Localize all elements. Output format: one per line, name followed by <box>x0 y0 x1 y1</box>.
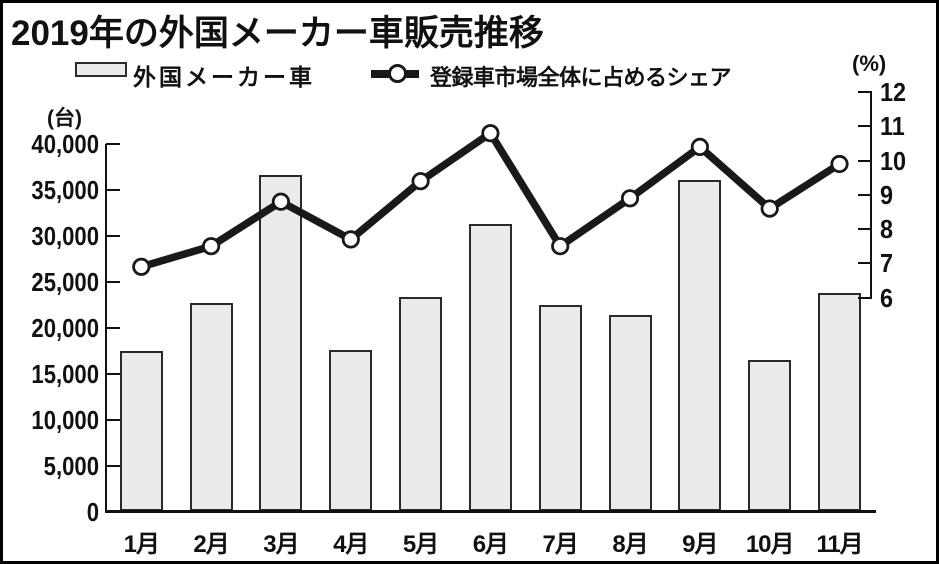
legend-line-marker-icon <box>388 64 407 83</box>
legend-bar-swatch <box>75 62 127 77</box>
right-axis-unit: (%) <box>852 51 887 76</box>
left-axis-tick <box>106 418 120 421</box>
data-point-marker-9月 <box>690 137 710 156</box>
bar-8月 <box>608 314 652 512</box>
x-axis-label-5月: 5月 <box>402 531 439 558</box>
left-axis-tick <box>106 234 120 237</box>
right-axis-tick <box>858 193 871 196</box>
left-axis-tick <box>106 142 120 145</box>
left-axis-line <box>104 143 107 513</box>
right-axis-tick <box>858 262 871 265</box>
right-axis-tick-label: 9 <box>880 179 894 210</box>
x-axis-label-4月: 4月 <box>333 531 369 558</box>
data-point-marker-7月 <box>551 237 570 256</box>
x-axis-label-11月: 11月 <box>816 531 863 558</box>
left-axis-tick-label: 5,000 <box>43 450 99 481</box>
right-axis-tick <box>858 159 871 162</box>
x-axis-label-7月: 7月 <box>542 531 579 558</box>
x-axis-label-10月: 10月 <box>745 531 795 558</box>
right-axis-tick-label: 10 <box>880 145 907 176</box>
legend-bar-label: 外国メーカー車 <box>133 64 315 90</box>
bar-4月 <box>329 349 373 512</box>
right-axis-tick <box>858 228 871 231</box>
right-axis-tick-label: 11 <box>880 111 905 142</box>
left-axis-tick-label: 15,000 <box>31 358 99 389</box>
bar-11月 <box>818 293 861 512</box>
bar-3月 <box>259 174 303 512</box>
bar-6月 <box>468 224 512 512</box>
left-axis-tick-label: 40,000 <box>31 128 99 159</box>
data-point-marker-1月 <box>132 257 151 276</box>
left-axis-tick-label: 0 <box>86 496 99 527</box>
data-point-marker-5月 <box>411 172 430 191</box>
right-axis-tick <box>858 125 871 128</box>
left-axis-tick <box>106 280 120 283</box>
left-axis-unit: (台) <box>47 107 82 130</box>
left-axis-tick-label: 25,000 <box>31 266 99 297</box>
bar-9月 <box>678 180 722 512</box>
data-point-marker-10月 <box>760 199 779 218</box>
x-axis-label-2月: 2月 <box>193 531 229 558</box>
data-point-marker-4月 <box>341 230 360 249</box>
left-axis-tick <box>106 464 120 467</box>
right-axis-tick-label: 8 <box>880 214 894 245</box>
left-axis-tick <box>106 326 120 329</box>
left-axis-tick-label: 35,000 <box>31 174 99 205</box>
bar-2月 <box>189 302 233 512</box>
bar-1月 <box>119 351 163 512</box>
data-point-marker-11月 <box>830 154 849 174</box>
data-point-marker-8月 <box>620 189 640 208</box>
right-axis-tick-label: 6 <box>880 282 894 313</box>
x-axis-line <box>104 510 877 513</box>
bar-10月 <box>748 359 792 512</box>
bar-7月 <box>538 305 582 512</box>
right-axis-tick <box>858 91 871 94</box>
right-axis-tick-label: 7 <box>880 248 894 279</box>
left-axis-tick <box>106 372 120 375</box>
bar-5月 <box>399 297 443 512</box>
x-axis-label-3月: 3月 <box>263 531 299 558</box>
x-axis-label-6月: 6月 <box>472 531 509 558</box>
right-axis-tick-label: 12 <box>880 77 907 108</box>
x-axis-label-1月: 1月 <box>123 531 160 558</box>
chart-title: 2019年の外国メーカー車販売推移 <box>11 14 544 53</box>
legend-line-label: 登録車市場全体に占めるシェア <box>430 65 732 90</box>
x-axis-label-8月: 8月 <box>612 531 648 558</box>
right-axis-tick <box>858 296 871 299</box>
data-point-marker-6月 <box>481 124 500 143</box>
left-axis-tick-label: 10,000 <box>31 404 99 435</box>
plot-area: 40,000 35,000 30,000 25,000 20,000 15,000 10,0… <box>3 3 936 561</box>
data-point-marker-2月 <box>202 237 221 256</box>
left-axis-tick-label: 20,000 <box>31 312 99 343</box>
left-axis-tick <box>106 188 120 191</box>
left-axis-tick-label: 30,000 <box>31 220 99 251</box>
x-axis-label-9月: 9月 <box>682 531 718 558</box>
